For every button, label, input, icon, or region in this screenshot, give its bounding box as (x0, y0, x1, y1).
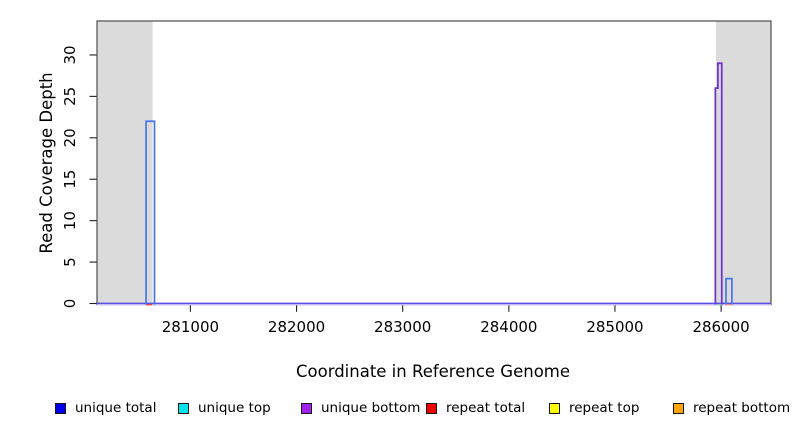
coverage-spike-unique-total (145, 120, 733, 305)
x-axis: 281000 282000 283000 284000 285000 286000 (162, 304, 750, 336)
legend-label: unique total (75, 400, 157, 416)
legend-item-repeat-bottom: repeat bottom (673, 400, 790, 416)
legend-label: repeat top (569, 400, 640, 416)
zero-baseline (97, 302, 771, 306)
coverage-series (145, 62, 733, 305)
legend-item-repeat-top: repeat top (549, 400, 639, 416)
x-tick-label: 285000 (586, 318, 643, 336)
x-tick-label: 284000 (480, 318, 537, 336)
legend-item-unique-bottom: unique bottom (301, 400, 420, 416)
x-tick-label: 281000 (162, 318, 219, 336)
y-tick-label: 20 (61, 128, 79, 147)
legend-label: repeat total (446, 400, 526, 416)
y-tick-label: 15 (61, 170, 79, 189)
masked-region (715, 21, 771, 305)
legend-label: unique bottom (321, 400, 421, 416)
x-tick-label: 282000 (268, 318, 325, 336)
x-axis-title: Coordinate in Reference Genome (296, 362, 570, 381)
plot-border (96, 20, 772, 306)
legend-swatch-unique-top (178, 402, 189, 414)
legend-item-unique-total: unique total (55, 400, 156, 416)
y-tick-label: 30 (61, 45, 79, 64)
legend-swatch-repeat-total (426, 402, 437, 414)
y-tick-label: 5 (61, 257, 79, 267)
x-tick-label: 283000 (374, 318, 431, 336)
y-axis-title: Read Coverage Depth (37, 72, 56, 253)
legend-label: unique top (198, 400, 271, 416)
x-tick-label: 286000 (692, 318, 749, 336)
legend-swatch-unique-bottom (301, 402, 312, 414)
legend-item-unique-top: unique top (178, 400, 271, 416)
legend-item-repeat-total: repeat total (426, 400, 525, 416)
y-axis: 0 5 10 15 20 25 30 (61, 45, 97, 308)
masked-regions (97, 21, 771, 305)
y-tick-label: 25 (61, 87, 79, 106)
legend-swatch-repeat-top (549, 402, 560, 414)
legend-swatch-repeat-bottom (673, 402, 684, 414)
coverage-spike-unique-bottom (714, 62, 723, 305)
y-tick-label: 0 (61, 299, 79, 309)
coverage-chart: 281000 282000 283000 284000 285000 286000 0 5 1… (37, 20, 772, 381)
masked-region (97, 21, 153, 305)
y-tick-label: 10 (61, 211, 79, 230)
legend-swatch-unique-total (55, 402, 66, 414)
legend-label: repeat bottom (693, 400, 791, 416)
